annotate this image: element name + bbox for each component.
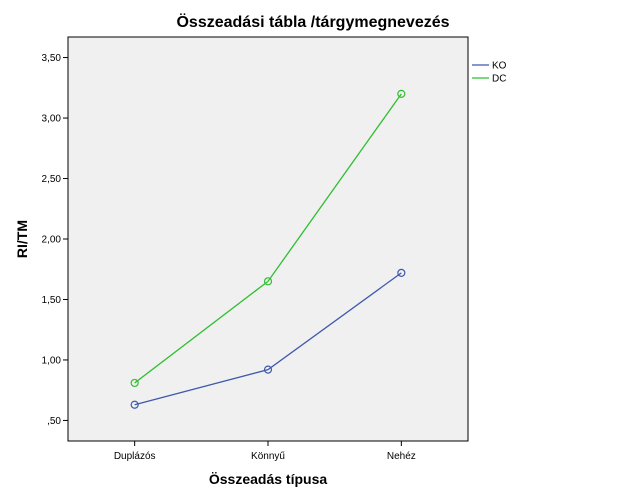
series-layer — [130, 89, 406, 409]
x-axis-title: Összeadás típusa — [209, 471, 327, 487]
x-tick-label: Duplázós — [114, 451, 156, 462]
data-point-dc — [263, 277, 273, 286]
y-tick-label: 3,50 — [42, 53, 62, 64]
legend: KO DC — [472, 61, 507, 85]
y-axis-title: RI/TM — [14, 220, 30, 258]
data-point-dc — [397, 89, 406, 98]
x-axis: Duplázós Könnyű Nehéz — [114, 441, 416, 462]
y-tick-label: 2,50 — [42, 174, 62, 185]
chart-title: Összeadási tábla /tárgymegnevezés — [176, 12, 449, 31]
y-tick-label: 3,00 — [42, 114, 62, 125]
y-tick-label: 1,50 — [42, 295, 62, 306]
x-tick-label: Könnyű — [251, 451, 285, 462]
series-line-dc — [134, 93, 402, 384]
series-line-ko — [134, 272, 402, 406]
data-point-ko — [263, 365, 273, 374]
y-tick-label: 1,00 — [42, 355, 62, 366]
plot-area — [67, 36, 469, 442]
x-tick-label: Nehéz — [387, 451, 416, 462]
data-point-ko — [397, 268, 406, 277]
y-axis: ,50 1,00 1,50 2,00 2,50 3,00 3,50 — [42, 53, 68, 427]
legend-label-ko: KO — [492, 61, 507, 72]
data-point-dc — [130, 378, 139, 388]
legend-label-dc: DC — [492, 74, 506, 85]
data-point-ko — [130, 400, 139, 409]
y-tick-label: ,50 — [47, 416, 61, 427]
y-tick-label: 2,00 — [42, 235, 62, 246]
